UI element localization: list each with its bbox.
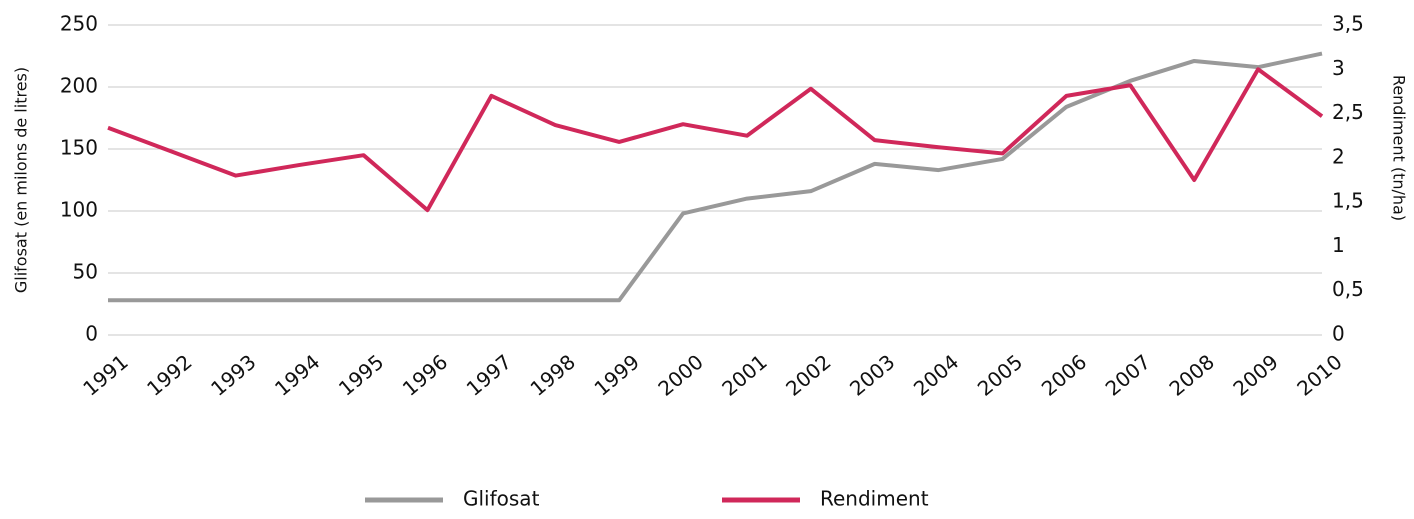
x-tick-label: 1999 [589,350,643,401]
x-tick-label: 2007 [1101,350,1155,401]
x-tick-label: 1996 [398,350,452,401]
y-tick-label: 150 [60,136,98,160]
y2-axis-title: Rendiment (tn/ha) [1390,75,1409,221]
x-tick-label: 2000 [653,350,707,401]
x-tick-label: 2006 [1037,350,1091,401]
x-tick-label: 2003 [845,350,899,401]
x-tick-label: 2001 [717,350,771,401]
x-tick-label: 1995 [334,350,388,401]
line [108,51,1323,303]
x-tick-label: 2005 [973,350,1027,401]
y2-tick-label: 3 [1332,56,1345,80]
y2-tick-label: 2 [1332,144,1345,168]
x-tick-label: 2009 [1228,350,1282,401]
x-tick-label: 2008 [1165,350,1219,401]
y2-tick-label: 0,5 [1332,277,1364,301]
y-tick-label: 100 [60,198,98,222]
x-tick-label: 1993 [206,350,260,401]
line [107,67,1324,213]
x-tick-label: 2010 [1292,350,1346,401]
y-tick-label: 50 [73,260,98,284]
y2-tick-label: 3,5 [1332,12,1364,36]
x-tick-label: 1994 [270,350,324,401]
y2-tick-label: 1,5 [1332,189,1364,213]
y2-tick-label: 1 [1332,233,1345,257]
y2-tick-label: 0 [1332,322,1345,346]
y-tick-label: 250 [60,12,98,36]
x-tick-label: 1992 [142,350,196,401]
legend-label: Glifosat [463,487,540,511]
y2-tick-label: 2,5 [1332,100,1364,124]
y-axis-title: Glifosat (en milons de litres) [12,67,31,293]
y-tick-label: 0 [85,322,98,346]
x-tick-label: 2004 [909,350,963,401]
x-tick-label: 2002 [781,350,835,401]
x-tick-label: 1998 [526,350,580,401]
x-tick-label: 1991 [78,350,132,401]
x-tick-label: 1997 [462,350,516,401]
legend-label: Rendiment [820,487,929,511]
y-tick-label: 200 [60,74,98,98]
